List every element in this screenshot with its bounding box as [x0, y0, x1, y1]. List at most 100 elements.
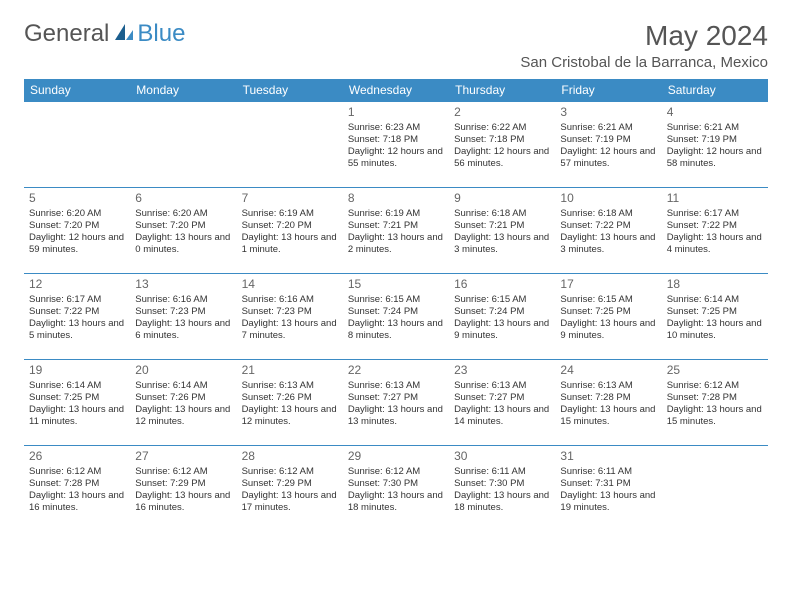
day-number: 5 — [29, 191, 125, 206]
day-number: 17 — [560, 277, 656, 292]
day-number: 6 — [135, 191, 231, 206]
daylight-text: Daylight: 13 hours and 12 minutes. — [135, 404, 231, 428]
weekday-header: Tuesday — [237, 79, 343, 102]
day-info: Sunrise: 6:15 AMSunset: 7:24 PMDaylight:… — [348, 294, 444, 342]
location-text: San Cristobal de la Barranca, Mexico — [520, 54, 768, 71]
daylight-text: Daylight: 12 hours and 55 minutes. — [348, 146, 444, 170]
day-info: Sunrise: 6:17 AMSunset: 7:22 PMDaylight:… — [29, 294, 125, 342]
calendar-day-cell: 21Sunrise: 6:13 AMSunset: 7:26 PMDayligh… — [237, 360, 343, 446]
sunset-text: Sunset: 7:22 PM — [29, 306, 125, 318]
calendar-day-cell: 24Sunrise: 6:13 AMSunset: 7:28 PMDayligh… — [555, 360, 661, 446]
day-number: 28 — [242, 449, 338, 464]
day-info: Sunrise: 6:22 AMSunset: 7:18 PMDaylight:… — [454, 122, 550, 170]
sunrise-text: Sunrise: 6:16 AM — [135, 294, 231, 306]
weekday-header: Sunday — [24, 79, 130, 102]
day-number: 9 — [454, 191, 550, 206]
day-number: 11 — [667, 191, 763, 206]
calendar-day-cell: 27Sunrise: 6:12 AMSunset: 7:29 PMDayligh… — [130, 446, 236, 532]
daylight-text: Daylight: 13 hours and 13 minutes. — [348, 404, 444, 428]
calendar-day-cell: 4Sunrise: 6:21 AMSunset: 7:19 PMDaylight… — [662, 102, 768, 188]
sunset-text: Sunset: 7:22 PM — [560, 220, 656, 232]
day-number: 14 — [242, 277, 338, 292]
daylight-text: Daylight: 13 hours and 3 minutes. — [454, 232, 550, 256]
sunset-text: Sunset: 7:25 PM — [29, 392, 125, 404]
daylight-text: Daylight: 13 hours and 15 minutes. — [667, 404, 763, 428]
sunrise-text: Sunrise: 6:19 AM — [242, 208, 338, 220]
daylight-text: Daylight: 13 hours and 15 minutes. — [560, 404, 656, 428]
calendar-day-cell: 7Sunrise: 6:19 AMSunset: 7:20 PMDaylight… — [237, 188, 343, 274]
daylight-text: Daylight: 13 hours and 5 minutes. — [29, 318, 125, 342]
daylight-text: Daylight: 13 hours and 9 minutes. — [560, 318, 656, 342]
daylight-text: Daylight: 13 hours and 0 minutes. — [135, 232, 231, 256]
calendar-day-cell: 29Sunrise: 6:12 AMSunset: 7:30 PMDayligh… — [343, 446, 449, 532]
day-number: 7 — [242, 191, 338, 206]
sunrise-text: Sunrise: 6:13 AM — [242, 380, 338, 392]
calendar-day-cell: 12Sunrise: 6:17 AMSunset: 7:22 PMDayligh… — [24, 274, 130, 360]
day-info: Sunrise: 6:16 AMSunset: 7:23 PMDaylight:… — [242, 294, 338, 342]
daylight-text: Daylight: 12 hours and 57 minutes. — [560, 146, 656, 170]
day-number: 8 — [348, 191, 444, 206]
sunset-text: Sunset: 7:30 PM — [348, 478, 444, 490]
calendar-table: SundayMondayTuesdayWednesdayThursdayFrid… — [24, 79, 768, 532]
day-info: Sunrise: 6:20 AMSunset: 7:20 PMDaylight:… — [29, 208, 125, 256]
sunset-text: Sunset: 7:25 PM — [560, 306, 656, 318]
day-info: Sunrise: 6:21 AMSunset: 7:19 PMDaylight:… — [667, 122, 763, 170]
sunset-text: Sunset: 7:24 PM — [454, 306, 550, 318]
sunrise-text: Sunrise: 6:15 AM — [454, 294, 550, 306]
sunrise-text: Sunrise: 6:11 AM — [560, 466, 656, 478]
daylight-text: Daylight: 13 hours and 7 minutes. — [242, 318, 338, 342]
calendar-day-cell: 9 Sunrise: 6:18 AMSunset: 7:21 PMDaylight… — [449, 188, 555, 274]
calendar-day-cell: 26Sunrise: 6:12 AMSunset: 7:28 PMDayligh… — [24, 446, 130, 532]
day-info: Sunrise: 6:13 AMSunset: 7:27 PMDaylight:… — [454, 380, 550, 428]
day-info: Sunrise: 6:18 AMSunset: 7:21 PMDaylight:… — [454, 208, 550, 256]
weekday-header: Monday — [130, 79, 236, 102]
month-title: May 2024 — [520, 20, 768, 52]
calendar-day-cell: 6Sunrise: 6:20 AMSunset: 7:20 PMDaylight… — [130, 188, 236, 274]
calendar-day-cell — [662, 446, 768, 532]
weekday-header: Thursday — [449, 79, 555, 102]
daylight-text: Daylight: 13 hours and 18 minutes. — [454, 490, 550, 514]
sunset-text: Sunset: 7:28 PM — [667, 392, 763, 404]
sunset-text: Sunset: 7:21 PM — [348, 220, 444, 232]
sunrise-text: Sunrise: 6:20 AM — [29, 208, 125, 220]
daylight-text: Daylight: 13 hours and 14 minutes. — [454, 404, 550, 428]
calendar-day-cell — [130, 102, 236, 188]
calendar-day-cell: 8Sunrise: 6:19 AMSunset: 7:21 PMDaylight… — [343, 188, 449, 274]
sunset-text: Sunset: 7:25 PM — [667, 306, 763, 318]
day-number: 21 — [242, 363, 338, 378]
day-number: 25 — [667, 363, 763, 378]
day-number: 3 — [560, 105, 656, 120]
day-number: 2 — [454, 105, 550, 120]
calendar-day-cell: 5 Sunrise: 6:20 AMSunset: 7:20 PMDaylight… — [24, 188, 130, 274]
calendar-day-cell: 3Sunrise: 6:21 AMSunset: 7:19 PMDaylight… — [555, 102, 661, 188]
calendar-week-row: 5Sunrise: 6:20 AMSunset: 7:20 PMDaylight… — [24, 188, 768, 274]
daylight-text: Daylight: 12 hours and 58 minutes. — [667, 146, 763, 170]
daylight-text: Daylight: 13 hours and 12 minutes. — [242, 404, 338, 428]
daylight-text: Daylight: 13 hours and 17 minutes. — [242, 490, 338, 514]
sunset-text: Sunset: 7:20 PM — [135, 220, 231, 232]
calendar-week-row: 12Sunrise: 6:17 AMSunset: 7:22 PMDayligh… — [24, 274, 768, 360]
daylight-text: Daylight: 13 hours and 9 minutes. — [454, 318, 550, 342]
daylight-text: Daylight: 13 hours and 8 minutes. — [348, 318, 444, 342]
day-info: Sunrise: 6:14 AMSunset: 7:25 PMDaylight:… — [667, 294, 763, 342]
day-info: Sunrise: 6:12 AMSunset: 7:29 PMDaylight:… — [135, 466, 231, 514]
daylight-text: Daylight: 13 hours and 16 minutes. — [135, 490, 231, 514]
sunrise-text: Sunrise: 6:13 AM — [348, 380, 444, 392]
day-number: 20 — [135, 363, 231, 378]
calendar-day-cell: 18Sunrise: 6:14 AMSunset: 7:25 PMDayligh… — [662, 274, 768, 360]
sunrise-text: Sunrise: 6:21 AM — [560, 122, 656, 134]
daylight-text: Daylight: 13 hours and 6 minutes. — [135, 318, 231, 342]
sunrise-text: Sunrise: 6:12 AM — [135, 466, 231, 478]
sunrise-text: Sunrise: 6:13 AM — [454, 380, 550, 392]
sunset-text: Sunset: 7:31 PM — [560, 478, 656, 490]
daylight-text: Daylight: 13 hours and 2 minutes. — [348, 232, 444, 256]
calendar-day-cell: 14 Sunrise: 6:16 AMSunset: 7:23 PMDayligh… — [237, 274, 343, 360]
day-info: Sunrise: 6:13 AMSunset: 7:27 PMDaylight:… — [348, 380, 444, 428]
daylight-text: Daylight: 13 hours and 16 minutes. — [29, 490, 125, 514]
daylight-text: Daylight: 12 hours and 59 minutes. — [29, 232, 125, 256]
calendar-day-cell: 15Sunrise: 6:15 AMSunset: 7:24 PMDayligh… — [343, 274, 449, 360]
calendar-day-cell: 19Sunrise: 6:14 AMSunset: 7:25 PMDayligh… — [24, 360, 130, 446]
day-number: 1 — [348, 105, 444, 120]
weekday-header: Wednesday — [343, 79, 449, 102]
day-info: Sunrise: 6:14 AMSunset: 7:26 PMDaylight:… — [135, 380, 231, 428]
